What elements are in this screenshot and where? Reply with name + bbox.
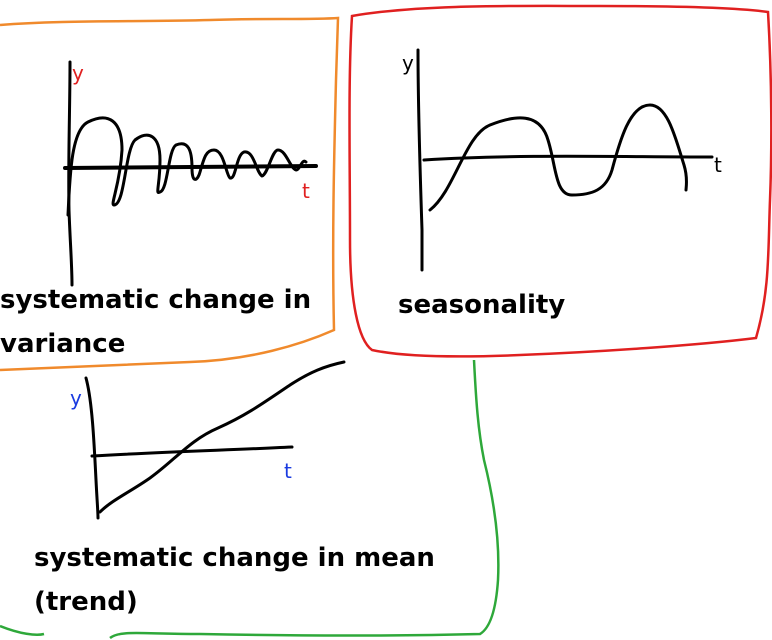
trend-caption-line1: systematic change in mean xyxy=(34,543,435,573)
trend-t-label: t xyxy=(284,459,292,483)
seasonality-caption: seasonality xyxy=(398,290,565,320)
trend-panel-border xyxy=(0,359,500,640)
variance-panel: y t systematic change in variance xyxy=(0,16,340,372)
variance-panel-border xyxy=(0,16,340,372)
seasonality-t-axis xyxy=(422,154,714,162)
seasonality-panel: y t seasonality xyxy=(348,4,772,358)
trend-t-axis xyxy=(90,445,294,458)
seasonality-panel-border xyxy=(348,4,772,358)
variance-caption-line2: variance xyxy=(0,329,125,359)
variance-caption-line1: systematic change in xyxy=(0,285,311,315)
trend-panel: y t systematic change in mean (trend) xyxy=(0,359,500,640)
trend-y-axis xyxy=(84,376,100,520)
seasonality-y-label: y xyxy=(402,51,414,75)
trend-y-label: y xyxy=(70,386,82,410)
variance-t-label: t xyxy=(302,179,310,203)
variance-curve xyxy=(66,116,308,217)
trend-caption-line2: (trend) xyxy=(34,587,138,617)
seasonality-t-label: t xyxy=(714,153,722,177)
seasonality-curve xyxy=(428,103,688,212)
seasonality-y-axis xyxy=(416,48,424,272)
variance-y-label: y xyxy=(72,61,84,85)
trend-curve xyxy=(98,360,346,514)
